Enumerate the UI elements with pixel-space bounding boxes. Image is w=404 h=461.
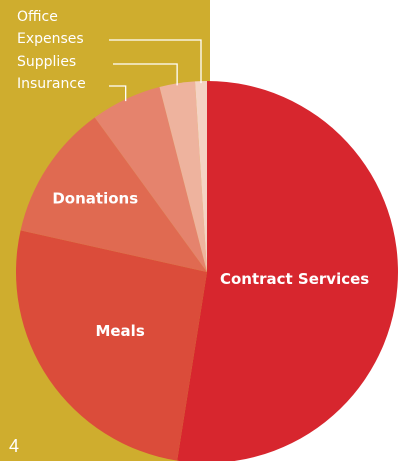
slice-meals [15, 230, 208, 461]
label-donations: Donations [52, 190, 138, 208]
leader-line-insurance [109, 85, 127, 102]
page-number: 4 [9, 436, 20, 456]
slice-labels: Contract Services Meals Donations Insurance… [17, 9, 369, 340]
slice-supplies [159, 81, 207, 272]
label-office-expenses-line-2: Expenses [17, 31, 84, 47]
slice-contract-services [177, 81, 398, 461]
leader-line-office-expenses [109, 39, 202, 84]
label-supplies: Supplies [17, 54, 76, 70]
slice-office-expenses [195, 81, 207, 272]
label-insurance: Insurance [17, 76, 86, 92]
pie-slices [15, 81, 398, 461]
label-meals: Meals [95, 322, 144, 340]
label-office-expenses-line-1: Office [17, 9, 58, 25]
leader-line-supplies [113, 63, 178, 86]
slice-donations [20, 117, 207, 272]
leader-lines [109, 39, 202, 102]
slice-insurance [94, 87, 207, 273]
label-contract-services: Contract Services [220, 270, 369, 288]
